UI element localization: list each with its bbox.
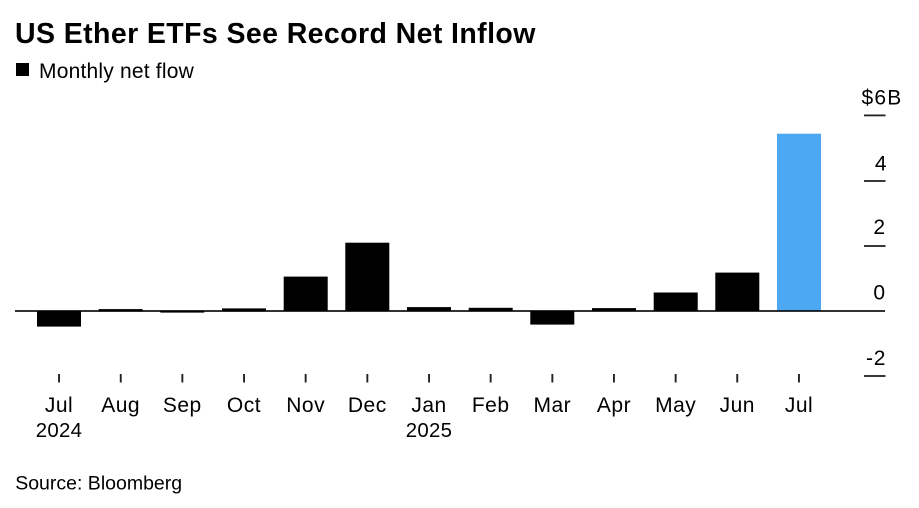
svg-text:$6B: $6B [862, 86, 903, 109]
svg-text:Aug: Aug [101, 394, 140, 417]
svg-text:Jun: Jun [720, 394, 755, 417]
svg-text:Oct: Oct [227, 394, 261, 417]
svg-text:US Ether ETFs See Record Net I: US Ether ETFs See Record Net Inflow [15, 18, 536, 50]
svg-text:Jan: Jan [411, 394, 446, 417]
svg-text:May: May [655, 394, 696, 417]
svg-text:0: 0 [873, 282, 885, 305]
svg-text:Mar: Mar [533, 394, 571, 417]
svg-text:Feb: Feb [472, 394, 510, 417]
svg-text:Jul: Jul [785, 394, 813, 417]
svg-text:2024: 2024 [36, 420, 83, 442]
svg-text:Monthly net flow: Monthly net flow [39, 60, 195, 83]
svg-text:4: 4 [875, 152, 887, 175]
svg-text:Source: Bloomberg: Source: Bloomberg [15, 473, 182, 495]
svg-text:2025: 2025 [406, 420, 453, 442]
svg-text:Sep: Sep [163, 394, 202, 417]
svg-text:Dec: Dec [348, 394, 387, 417]
svg-text:2: 2 [873, 216, 885, 239]
svg-text:-2: -2 [866, 347, 886, 370]
svg-text:Apr: Apr [597, 394, 631, 417]
svg-text:Nov: Nov [286, 394, 325, 417]
svg-text:Jul: Jul [45, 394, 73, 417]
